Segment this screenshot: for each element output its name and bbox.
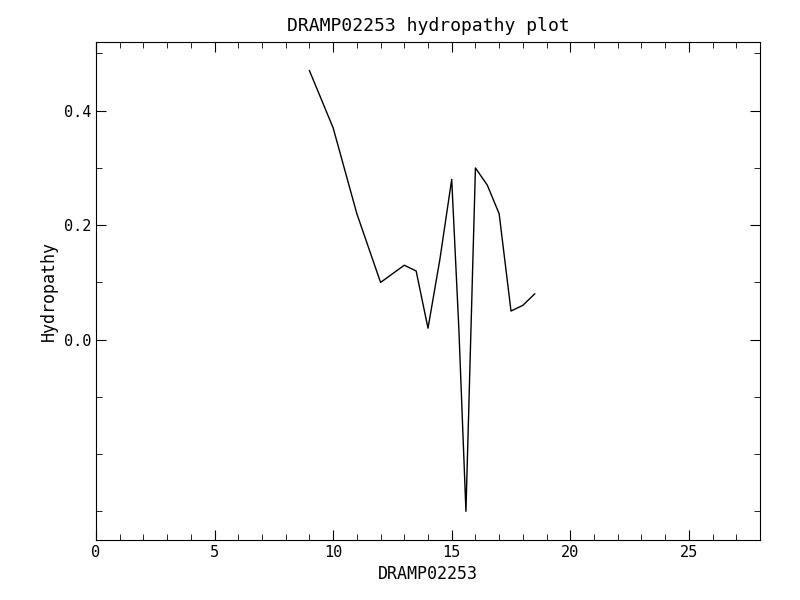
Title: DRAMP02253 hydropathy plot: DRAMP02253 hydropathy plot	[286, 17, 570, 35]
Y-axis label: Hydropathy: Hydropathy	[40, 241, 58, 341]
X-axis label: DRAMP02253: DRAMP02253	[378, 565, 478, 583]
